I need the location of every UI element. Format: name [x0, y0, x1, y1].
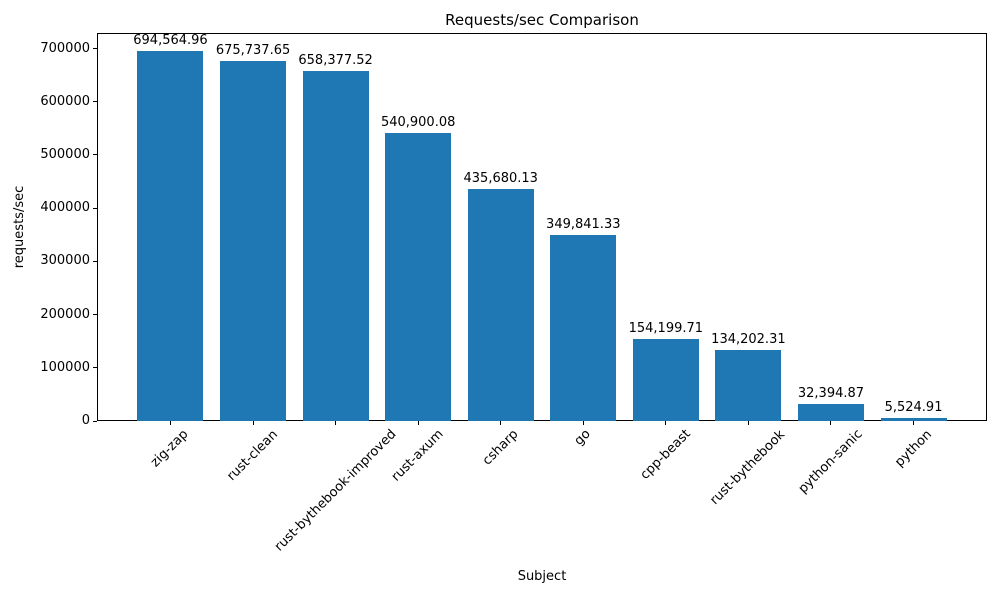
y-tick-mark	[93, 420, 97, 422]
x-tick-label: python-sanic	[795, 426, 866, 497]
y-tick-mark	[93, 48, 97, 50]
bar-value-label: 675,737.65	[215, 43, 291, 59]
y-tick-mark	[93, 367, 97, 369]
y-tick-label: 700000	[40, 40, 90, 56]
x-tick-mark	[665, 421, 667, 425]
bar-rust-bythebook-improved	[302, 70, 369, 421]
x-tick-mark	[500, 421, 502, 425]
y-tick-mark	[93, 101, 97, 103]
x-tick-label: rust-clean	[224, 426, 282, 484]
bar-value-label: 154,199.71	[628, 320, 704, 336]
x-tick-mark	[747, 421, 749, 425]
bar-zig-zap	[137, 51, 204, 421]
bar-go	[550, 234, 617, 421]
bar-rust-axum	[385, 133, 452, 421]
bar-value-label: 134,202.31	[711, 331, 786, 347]
x-axis-label: Subject	[517, 569, 567, 584]
bar-python-sanic	[797, 403, 864, 421]
x-tick-label: rust-bythebook	[707, 426, 789, 508]
y-tick-mark	[93, 154, 97, 156]
x-tick-mark	[830, 421, 832, 425]
y-tick-label: 300000	[40, 253, 90, 269]
bar-rust-clean	[220, 61, 287, 421]
bar-value-label: 32,394.87	[797, 385, 865, 401]
y-tick-mark	[93, 207, 97, 209]
y-tick-label: 0	[81, 413, 90, 428]
x-tick-mark	[582, 421, 584, 425]
x-tick-mark	[913, 421, 915, 425]
bar-cpp-beast	[632, 338, 699, 421]
y-tick-label: 400000	[40, 200, 90, 216]
x-tick-mark	[417, 421, 419, 425]
y-tick-label: 600000	[40, 93, 90, 109]
y-tick-mark	[93, 314, 97, 316]
x-tick-mark	[335, 421, 337, 425]
x-tick-label: rust-bythebook-improved	[271, 426, 399, 555]
bar-value-label: 658,377.52	[298, 52, 373, 68]
x-tick-mark	[169, 421, 171, 425]
x-tick-label: go	[571, 426, 594, 449]
bar-rust-bythebook	[715, 349, 782, 421]
bar-value-label: 349,841.33	[546, 216, 621, 232]
bar-value-label: 694,564.96	[133, 33, 208, 49]
y-tick-label: 500000	[40, 146, 90, 162]
x-tick-label: zig-zap	[148, 426, 192, 471]
y-tick-label: 200000	[40, 306, 90, 322]
x-tick-label: csharp	[479, 427, 522, 469]
y-tick-mark	[93, 260, 97, 262]
x-tick-label: cpp-beast	[637, 426, 694, 483]
x-tick-label: python	[891, 426, 935, 470]
bar-csharp	[467, 189, 534, 421]
x-tick-mark	[252, 421, 254, 425]
y-tick-label: 100000	[40, 359, 90, 375]
bar-python	[880, 418, 947, 421]
bar-value-label: 540,900.08	[380, 115, 456, 131]
chart-title: Requests/sec Comparison	[445, 11, 639, 29]
bar-value-label: 5,524.91	[884, 400, 943, 416]
bar-value-label: 435,680.13	[463, 171, 538, 187]
